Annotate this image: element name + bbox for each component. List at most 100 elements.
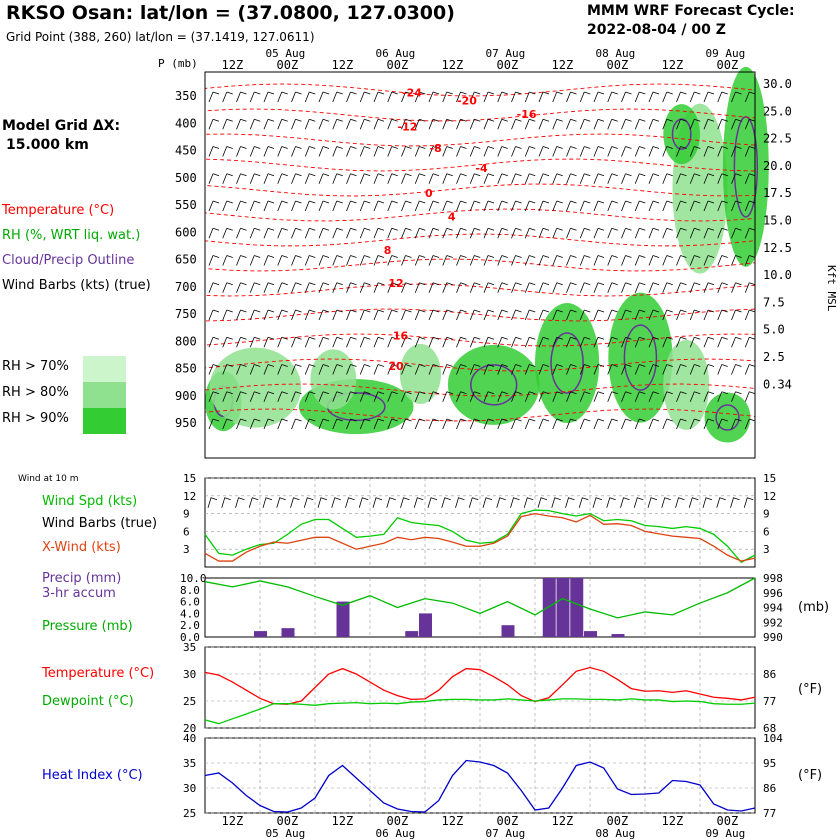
wind-barb: [346, 118, 357, 130]
bottom-time-tick: 00Z: [387, 814, 409, 828]
wind-barb: [648, 282, 660, 293]
wind-barb: [607, 91, 618, 103]
wind-barb: [208, 227, 220, 239]
wind-barb: [236, 309, 247, 321]
isotherm: [204, 183, 756, 197]
wind-barb: [676, 282, 687, 293]
wind-barb: [236, 336, 247, 348]
wind-barb: [552, 309, 563, 321]
wind-barb: [662, 418, 673, 430]
legend-swatch-rh80: [83, 382, 126, 408]
wind-barb: [442, 91, 453, 103]
fahrenheit-unit-label: (°F): [798, 682, 823, 697]
precip-ytick: 10.0: [180, 572, 207, 585]
wind-barb: [332, 418, 343, 430]
wind-barb: [208, 91, 220, 103]
upper-panel-frame: [204, 71, 756, 459]
surface-wind-barb: [290, 497, 300, 508]
wind-barb: [648, 200, 660, 212]
wind-barb: [428, 364, 440, 375]
surface-wind-barb: [441, 497, 451, 508]
wind-barb: [483, 118, 495, 130]
wind-barb: [497, 336, 508, 348]
temp-contour-label: -8: [430, 142, 442, 155]
wind-barb: [304, 91, 316, 103]
wind-barb: [304, 282, 316, 293]
wind-barb: [703, 227, 715, 239]
wind-barb: [359, 391, 371, 402]
wind-barb: [524, 364, 536, 375]
wind-barb: [552, 91, 563, 103]
height-tick-label: 0.34: [763, 377, 792, 391]
wind-barb: [332, 118, 343, 130]
wind-barb: [511, 118, 522, 130]
wind-barb: [689, 391, 701, 402]
legend-swatch-rh70: [83, 356, 126, 382]
wind-barb: [359, 91, 371, 103]
wind-barb: [662, 173, 673, 184]
wind-barb: [566, 418, 577, 430]
wind-barb: [401, 118, 412, 130]
wind-barb: [607, 227, 618, 239]
isotherm: [204, 383, 756, 397]
surface-wind-barb: [468, 497, 479, 508]
temp-contour-label: -20: [457, 95, 477, 108]
wind-barb: [703, 309, 715, 321]
pressure-line: [204, 577, 756, 619]
bottom-time-tick: 12Z: [332, 814, 354, 828]
wind-series-line: [204, 509, 756, 564]
wind-barb: [236, 227, 247, 239]
wind-barb: [483, 146, 495, 157]
pressure-tick-label: 850: [175, 362, 197, 376]
surface-wind-barb: [578, 497, 589, 508]
wind-barb: [538, 364, 550, 375]
wind-barb: [552, 255, 563, 266]
wind-barb: [511, 200, 522, 212]
wind-barb: [579, 336, 591, 348]
wind-barb: [291, 227, 302, 239]
bottom-time-tick: 12Z: [552, 814, 574, 828]
wind-barb: [538, 227, 550, 239]
wind-barb: [717, 227, 728, 239]
cloud-outline: [470, 364, 518, 406]
wind-barb: [689, 146, 701, 157]
temp-ytick: 25: [183, 695, 196, 708]
wind-barb: [662, 227, 673, 239]
wind-barb: [497, 391, 508, 402]
wind-barb: [703, 336, 715, 348]
wind-barb: [414, 118, 426, 130]
height-tick-label: 7.5: [763, 295, 785, 309]
wind-barb: [291, 309, 302, 321]
wind-barb: [263, 118, 275, 130]
wind-barb: [208, 309, 220, 321]
wind-barb: [689, 200, 701, 212]
wind-barb: [318, 173, 330, 184]
surface-wind-barb: [482, 497, 493, 508]
wind-barb: [579, 118, 591, 130]
wind-barb: [428, 146, 440, 157]
wind-barb: [497, 255, 508, 266]
wind-barb: [566, 309, 577, 321]
wind-barb: [414, 227, 426, 239]
wind-barb: [304, 336, 316, 348]
wind-barb: [332, 173, 343, 184]
wind-barb: [373, 282, 385, 293]
wind-barb: [387, 255, 398, 266]
wind-barb: [442, 364, 453, 375]
wind-barb: [332, 364, 343, 375]
wind-barb: [662, 282, 673, 293]
wind-barb: [634, 282, 646, 293]
wind-barb: [263, 227, 275, 239]
wind-barb: [304, 418, 316, 430]
wind-ytick-left: 3: [183, 543, 190, 556]
wind-barb: [552, 418, 563, 430]
surface-wind-barb: [248, 497, 259, 508]
wind-barb: [744, 118, 756, 130]
wind-barb: [676, 200, 687, 212]
surface-wind-barb: [647, 497, 658, 508]
wind-barb: [621, 146, 632, 157]
wind-barb: [634, 255, 646, 266]
legend-swatch-rh90: [83, 408, 126, 434]
precip-bar: [501, 625, 515, 637]
